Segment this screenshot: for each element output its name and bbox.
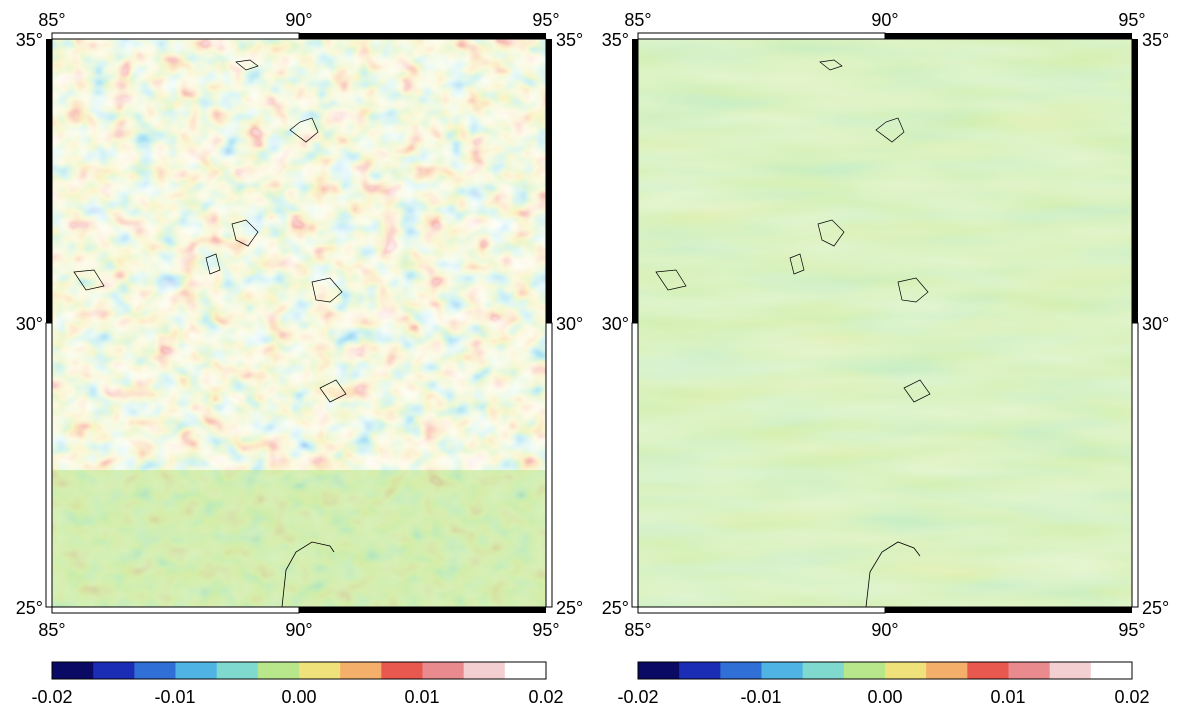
left-colorbar-swatch-4 — [175, 662, 218, 679]
left-colorbar-swatch-10 — [422, 662, 465, 679]
left-top-frame-white — [51, 32, 300, 40]
right-left-frame-white — [631, 322, 639, 608]
right-right-lat-30: 30° — [1142, 314, 1169, 334]
right-top-frame-white — [637, 32, 886, 40]
left-colorbar-swatch-8 — [340, 662, 382, 679]
left-right-lat-25: 25° — [556, 598, 583, 618]
right-left-frame-black — [632, 39, 638, 323]
right-colorbar-tick-1: -0.02 — [617, 687, 658, 707]
left-colorbar-swatch-1 — [52, 662, 94, 679]
right-top-frame-black — [885, 33, 1132, 39]
right-colorbar-swatch-6 — [843, 662, 886, 679]
right-bottom-frame-white — [637, 606, 886, 614]
right-colorbar-tick-4: 0.01 — [990, 687, 1025, 707]
left-right-frame-white — [545, 322, 553, 608]
left-colorbar-swatch-5 — [216, 662, 259, 679]
right-colorbar-swatch-10 — [1008, 662, 1051, 679]
left-colorbar-swatch-11 — [463, 662, 506, 679]
right-colorbar-tick-5: 0.02 — [1114, 687, 1149, 707]
left-colorbar-swatch-2 — [93, 662, 135, 679]
right-bottom-frame-black — [885, 607, 1132, 613]
right-colorbar-swatch-7 — [885, 662, 927, 679]
left-colorbar-swatch-12 — [504, 662, 547, 679]
left-colorbar-tick-5: 0.02 — [528, 687, 563, 707]
left-colorbar-swatch-9 — [381, 662, 423, 679]
left-left-lat-30: 30° — [16, 314, 43, 334]
left-left-lat-35: 35° — [16, 30, 43, 50]
right-colorbar: -0.02 -0.01 0.00 0.01 0.02 — [617, 661, 1150, 707]
right-colorbar-swatch-4 — [761, 662, 804, 679]
right-top-lon-90: 90° — [871, 10, 898, 30]
right-bottom-lon-85: 85° — [624, 620, 651, 640]
right-top-lon-95: 95° — [1118, 10, 1145, 30]
left-left-lat-25: 25° — [16, 598, 43, 618]
left-colorbar-tick-1: -0.02 — [31, 687, 72, 707]
right-map-field — [638, 39, 1132, 607]
right-colorbar-swatch-3 — [720, 662, 762, 679]
left-colorbar-tick-4: 0.01 — [404, 687, 439, 707]
right-right-frame-white — [1131, 322, 1139, 608]
right-coastline — [865, 541, 921, 607]
left-bottom-lon-90: 90° — [285, 620, 312, 640]
left-coastline — [281, 541, 335, 607]
right-colorbar-swatch-2 — [679, 662, 721, 679]
left-left-frame-white — [45, 322, 53, 608]
right-colorbar-swatch-1 — [638, 662, 680, 679]
left-colorbar-tick-3: 0.00 — [281, 687, 316, 707]
left-bottom-frame-black — [299, 607, 546, 613]
left-colorbar-swatch-6 — [257, 662, 300, 679]
left-top-lon-90: 90° — [285, 10, 312, 30]
left-map-panel: 85° 90° 95° 85° 90° 95° 35° 30° 25° 35° … — [16, 10, 583, 640]
left-colorbar: -0.02 -0.01 0.00 0.01 0.02 — [31, 661, 564, 707]
left-top-frame-black — [299, 33, 546, 39]
left-right-lat-30: 30° — [556, 314, 583, 334]
left-top-lon-95: 95° — [532, 10, 559, 30]
right-colorbar-tick-2: -0.01 — [740, 687, 781, 707]
right-bottom-lon-90: 90° — [871, 620, 898, 640]
right-colorbar-swatch-8 — [926, 662, 968, 679]
right-right-lat-35: 35° — [1142, 30, 1169, 50]
right-left-lat-25: 25° — [602, 598, 629, 618]
left-right-lat-35: 35° — [556, 30, 583, 50]
right-right-frame-black — [1132, 39, 1138, 323]
right-colorbar-tick-3: 0.00 — [867, 687, 902, 707]
left-colorbar-tick-2: -0.01 — [154, 687, 195, 707]
right-bottom-lon-95: 95° — [1118, 620, 1145, 640]
left-right-frame-black — [546, 39, 552, 323]
right-left-lat-30: 30° — [602, 314, 629, 334]
right-left-lat-35: 35° — [602, 30, 629, 50]
right-right-lat-25: 25° — [1142, 598, 1169, 618]
right-top-lon-85: 85° — [624, 10, 651, 30]
left-bottom-lon-85: 85° — [38, 620, 65, 640]
right-colorbar-swatch-12 — [1090, 662, 1133, 679]
right-colorbar-swatch-5 — [802, 662, 845, 679]
left-left-frame-black — [46, 39, 52, 323]
left-colorbar-swatch-7 — [299, 662, 341, 679]
left-bottom-frame-white — [51, 606, 300, 614]
right-colorbar-swatch-9 — [967, 662, 1009, 679]
right-map-panel: 85° 90° 95° 85° 90° 95° 35° 30° 25° 35° … — [602, 10, 1169, 640]
left-top-lon-85: 85° — [38, 10, 65, 30]
right-colorbar-swatch-11 — [1049, 662, 1092, 679]
left-colorbar-swatch-3 — [134, 662, 176, 679]
left-bottom-lon-95: 95° — [532, 620, 559, 640]
